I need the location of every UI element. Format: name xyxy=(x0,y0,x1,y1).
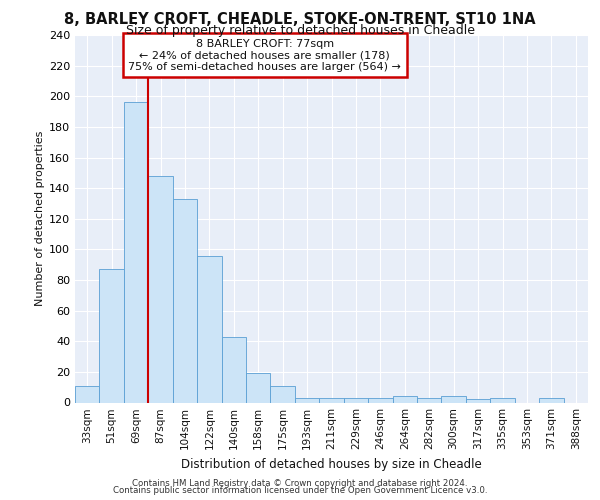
Bar xyxy=(246,374,271,402)
Bar xyxy=(75,386,100,402)
Bar xyxy=(442,396,466,402)
Bar xyxy=(124,102,148,403)
Text: 8 BARLEY CROFT: 77sqm
← 24% of detached houses are smaller (178)
75% of semi-det: 8 BARLEY CROFT: 77sqm ← 24% of detached … xyxy=(128,38,401,72)
Bar xyxy=(295,398,319,402)
Bar xyxy=(271,386,295,402)
Bar xyxy=(221,336,246,402)
Bar xyxy=(319,398,344,402)
Bar xyxy=(100,270,124,402)
Bar xyxy=(490,398,515,402)
Text: 8, BARLEY CROFT, CHEADLE, STOKE-ON-TRENT, ST10 1NA: 8, BARLEY CROFT, CHEADLE, STOKE-ON-TRENT… xyxy=(64,12,536,28)
Bar xyxy=(417,398,442,402)
Bar xyxy=(392,396,417,402)
Bar xyxy=(466,400,490,402)
Text: Contains HM Land Registry data © Crown copyright and database right 2024.: Contains HM Land Registry data © Crown c… xyxy=(132,478,468,488)
Bar xyxy=(148,176,173,402)
Y-axis label: Number of detached properties: Number of detached properties xyxy=(35,131,45,306)
Text: Size of property relative to detached houses in Cheadle: Size of property relative to detached ho… xyxy=(125,24,475,37)
Bar xyxy=(197,256,221,402)
Bar xyxy=(368,398,392,402)
X-axis label: Distribution of detached houses by size in Cheadle: Distribution of detached houses by size … xyxy=(181,458,482,471)
Bar xyxy=(344,398,368,402)
Bar xyxy=(539,398,563,402)
Bar xyxy=(173,199,197,402)
Text: Contains public sector information licensed under the Open Government Licence v3: Contains public sector information licen… xyxy=(113,486,487,495)
